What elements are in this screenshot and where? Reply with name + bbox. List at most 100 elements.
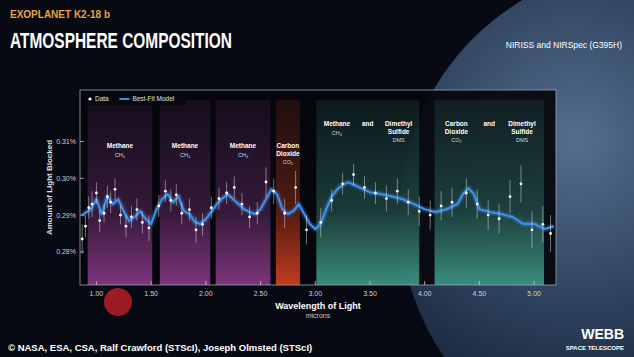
- error-bar: [115, 178, 116, 200]
- data-point: [319, 221, 322, 224]
- error-bar: [499, 204, 500, 233]
- data-point: [294, 186, 297, 189]
- error-bar: [226, 182, 227, 204]
- x-tick-label: 4.00: [418, 290, 432, 297]
- band-formula: CO₂: [451, 137, 461, 143]
- error-bar: [452, 188, 453, 217]
- data-point: [148, 227, 151, 230]
- band-label: Methane: [230, 142, 257, 149]
- error-bar: [466, 178, 467, 207]
- band-label: CarbonDioxide: [276, 142, 300, 157]
- legend-swatch: [119, 98, 129, 100]
- data-point: [541, 223, 544, 226]
- data-point: [84, 225, 87, 228]
- error-bar: [88, 197, 89, 219]
- y-tick-label: 0.29%: [56, 212, 76, 219]
- data-point: [125, 225, 128, 228]
- data-point: [272, 190, 275, 193]
- data-point: [305, 228, 308, 231]
- data-point: [256, 212, 259, 215]
- error-bar: [104, 204, 105, 222]
- error-bar: [408, 189, 409, 215]
- subtitle: NIRISS and NIRSpec (G395H): [506, 40, 622, 50]
- logo-sub: SPACE TELESCOPE: [566, 345, 624, 351]
- data-point: [175, 193, 178, 196]
- band-formula: DMS: [516, 137, 529, 143]
- error-bar: [273, 178, 274, 204]
- data-point: [103, 212, 106, 215]
- band-formula: CH₄: [115, 152, 126, 158]
- band-label-line: Carbon: [277, 142, 300, 149]
- y-tick: [80, 178, 84, 179]
- x-tick-label: 3.50: [363, 290, 377, 297]
- error-bar: [353, 164, 354, 186]
- data-point: [201, 223, 204, 226]
- star: [104, 288, 132, 316]
- band: [216, 100, 271, 285]
- data-point: [451, 201, 454, 204]
- band-joiner: and: [483, 120, 495, 127]
- error-bar: [211, 197, 212, 219]
- data-point: [487, 214, 490, 217]
- title: ATMOSPHERE COMPOSITION: [10, 28, 232, 53]
- data-point: [531, 228, 534, 231]
- error-bar: [234, 176, 235, 198]
- x-tick-label: 1.00: [90, 290, 104, 297]
- data-point: [330, 199, 333, 202]
- x-tick: [424, 281, 425, 285]
- error-bar: [158, 195, 159, 217]
- data-point: [114, 188, 117, 191]
- data-point: [109, 201, 112, 204]
- data-point: [407, 201, 410, 204]
- band-label-line: Dioxide: [445, 128, 469, 135]
- error-bar: [520, 165, 521, 202]
- y-tick: [80, 251, 84, 252]
- band-formula: CH₄: [238, 152, 249, 158]
- x-tick-label: 2.00: [199, 290, 213, 297]
- legend-label: Best-Fit Model: [132, 95, 174, 102]
- error-bar: [320, 208, 321, 237]
- data-point: [265, 181, 268, 184]
- error-bar: [96, 182, 97, 204]
- model-line: [82, 182, 554, 229]
- band-label-line: Dioxide: [276, 150, 300, 157]
- band-label: Methane: [107, 142, 134, 149]
- data-point: [210, 206, 213, 209]
- data-point: [385, 197, 388, 200]
- x-tick-label: 5.00: [527, 290, 541, 297]
- planet: [400, 0, 634, 357]
- x-tick: [260, 281, 261, 285]
- error-bar: [110, 191, 111, 213]
- error-bar: [364, 176, 365, 198]
- error-bar: [375, 182, 376, 204]
- data-point: [169, 199, 172, 202]
- x-axis-unit: microns: [306, 312, 331, 319]
- data-point: [136, 208, 139, 211]
- data-point: [141, 221, 144, 224]
- data-point: [352, 173, 355, 176]
- x-tick: [479, 281, 480, 285]
- data-point: [180, 212, 183, 215]
- error-bar: [99, 210, 100, 232]
- error-bar: [306, 215, 307, 244]
- data-point: [91, 203, 94, 206]
- plot-frame: [80, 90, 556, 285]
- x-tick: [205, 281, 206, 285]
- data-point: [248, 216, 251, 219]
- y-tick-label: 0.31%: [56, 138, 76, 145]
- data-point: [119, 214, 122, 217]
- band-labels: MethaneCH₄MethaneCH₄MethaneCH₄CarbonDiox…: [107, 120, 536, 165]
- band-label: Methane: [172, 142, 199, 149]
- error-bar: [542, 206, 543, 243]
- error-bar: [189, 199, 190, 221]
- error-bar: [120, 206, 121, 224]
- band-formula: CH₄: [180, 152, 191, 158]
- band-label-line: Sulfide: [388, 128, 410, 135]
- kicker: EXOPLANET K2-18 b: [10, 9, 110, 20]
- error-bar: [92, 191, 93, 217]
- band-label: CarbonDioxide: [445, 120, 469, 135]
- x-tick: [369, 281, 370, 285]
- data-point: [498, 217, 501, 220]
- band-formula: DMS: [393, 137, 406, 143]
- error-bar: [477, 189, 478, 218]
